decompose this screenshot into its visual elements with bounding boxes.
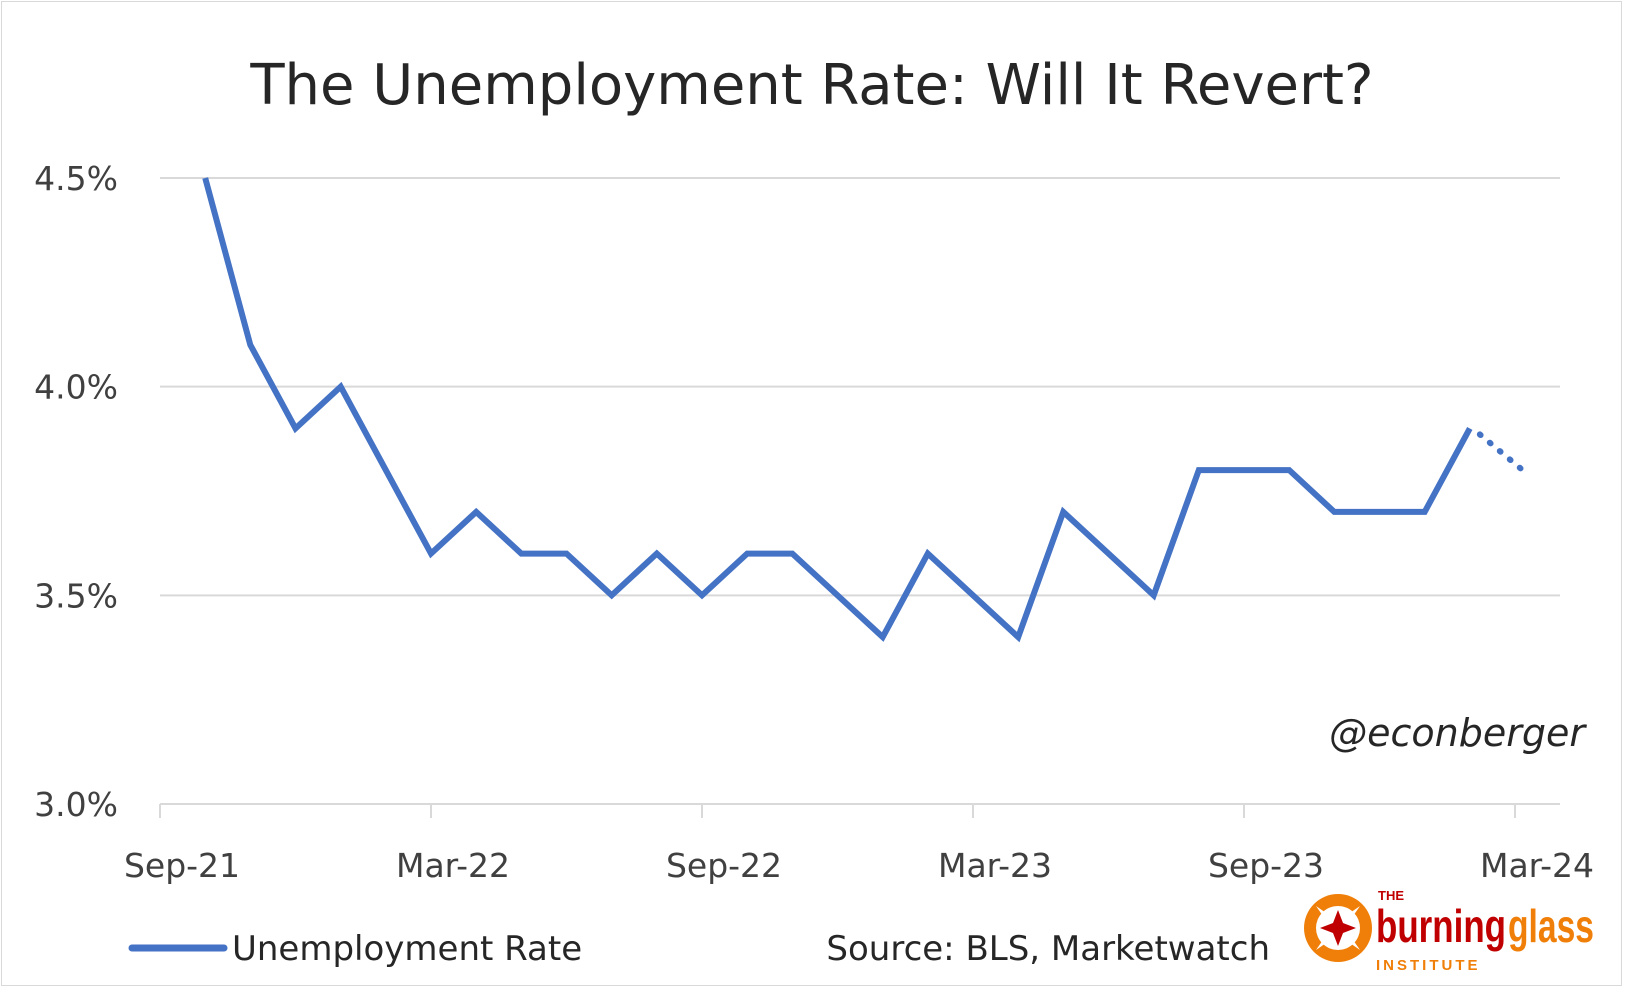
x-tick-label: Sep-21 xyxy=(124,846,240,885)
x-tick-label: Sep-23 xyxy=(1208,846,1324,885)
logo-word-burning: burning xyxy=(1376,900,1506,952)
chart-title: The Unemployment Rate: Will It Revert? xyxy=(249,53,1373,118)
y-axis: 4.5% 4.0% 3.5% 3.0% xyxy=(34,159,118,824)
x-axis: Sep-21 Mar-22 Sep-22 Mar-23 Sep-23 Mar-24 xyxy=(124,803,1594,885)
y-tick-label: 3.0% xyxy=(34,785,118,824)
y-tick-label: 4.0% xyxy=(34,368,118,407)
burning-glass-logo: THE burning glass INSTITUTE xyxy=(1304,888,1594,974)
logo-word-glass: glass xyxy=(1508,900,1594,952)
x-tick-label: Mar-22 xyxy=(396,846,510,885)
logo-sub-text: INSTITUTE xyxy=(1376,957,1481,974)
y-tick-label: 4.5% xyxy=(34,159,118,198)
grid xyxy=(160,177,1560,597)
projection-dotted-line xyxy=(1476,431,1528,476)
plot-area xyxy=(202,177,1528,643)
x-tick-label: Mar-23 xyxy=(938,846,1052,885)
x-tick-label: Mar-24 xyxy=(1480,846,1594,885)
logo-star-icon xyxy=(1304,894,1372,962)
source-note: Source: BLS, Marketwatch xyxy=(826,929,1270,969)
logo-small-text: THE xyxy=(1378,888,1404,903)
series-line-unemployment-rate xyxy=(202,177,1473,643)
legend-label: Unemployment Rate xyxy=(232,929,582,969)
author-handle: @econberger xyxy=(1329,711,1587,755)
y-tick-label: 3.5% xyxy=(34,576,118,615)
x-tick-label: Sep-22 xyxy=(666,846,782,885)
legend: Unemployment Rate xyxy=(128,929,582,969)
